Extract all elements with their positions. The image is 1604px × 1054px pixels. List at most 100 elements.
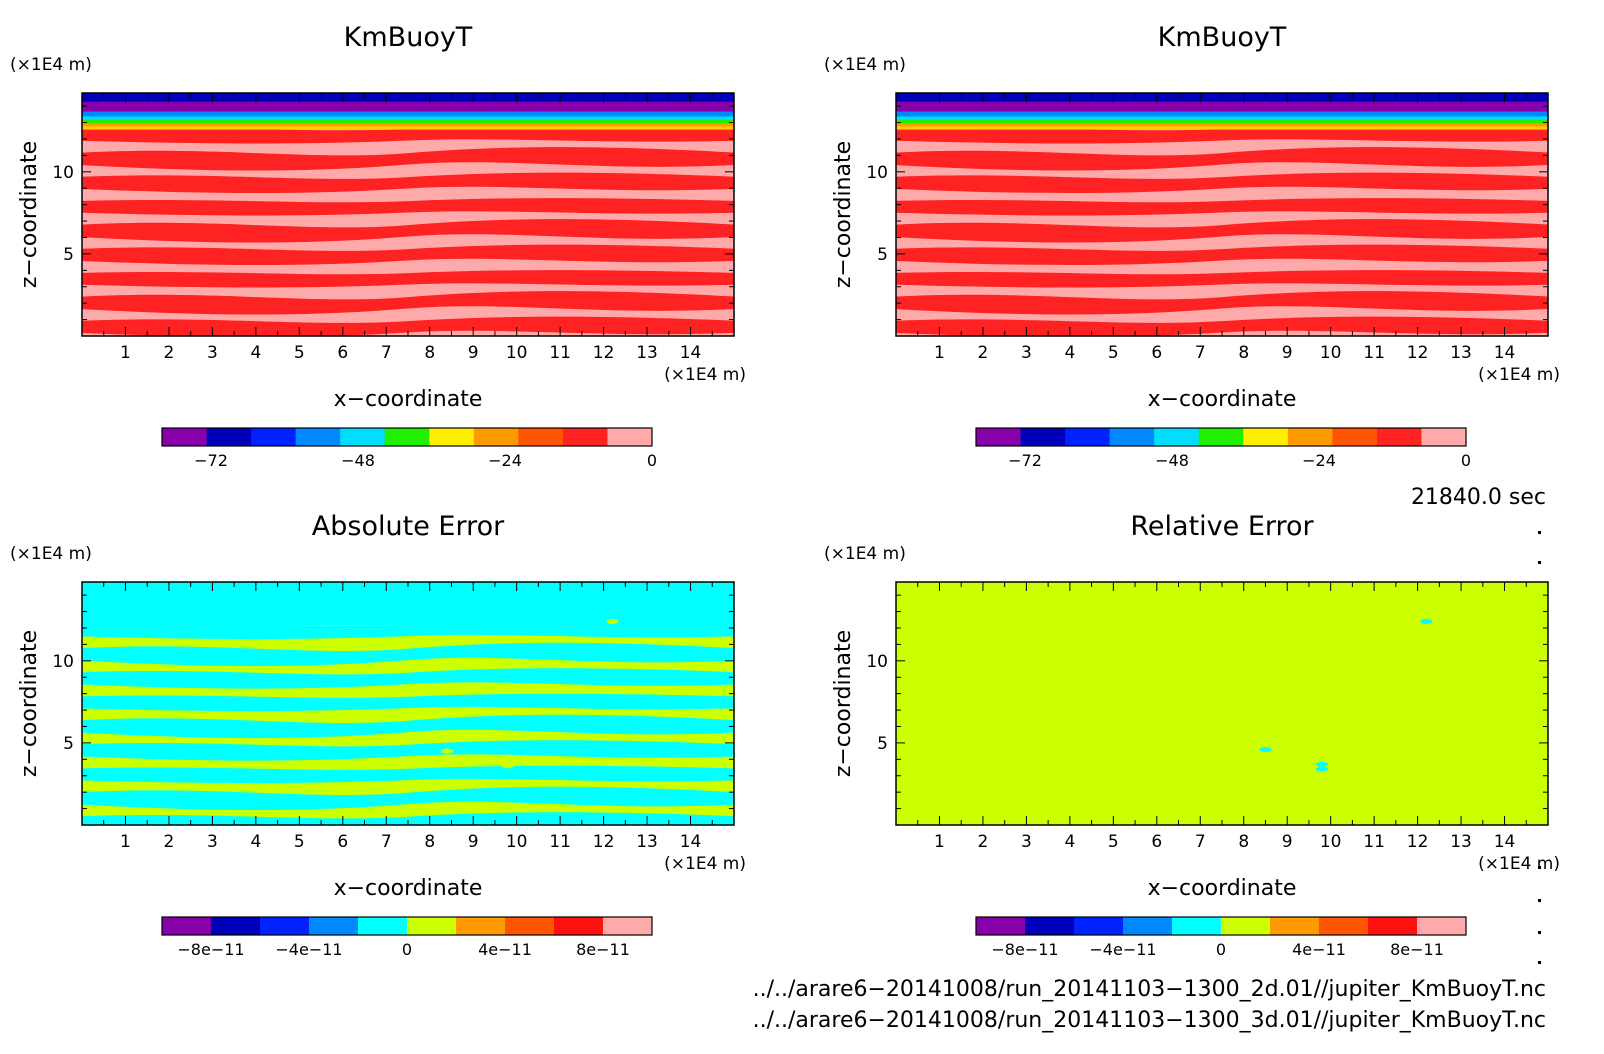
contour-band — [82, 111, 734, 117]
x-tick-label: 2 — [978, 343, 989, 363]
y-axis-label: z−coordinate — [17, 630, 42, 777]
contour-band — [896, 316, 1548, 336]
x-tick-label: 11 — [549, 343, 571, 363]
colorbar-swatch — [976, 428, 1022, 446]
contour-band — [896, 119, 1548, 124]
x-tick-label: 10 — [1320, 343, 1342, 363]
x-tick-label: 8 — [1238, 343, 1249, 363]
colorbar-swatch — [1109, 428, 1155, 446]
colorbar-swatch — [1332, 428, 1378, 446]
contour-band — [896, 126, 1548, 144]
colorbar-swatch — [976, 917, 1026, 935]
chart-title: Relative Error — [1130, 511, 1314, 542]
colorbar-swatch — [473, 428, 519, 446]
colorbar-swatch — [1123, 917, 1173, 935]
time-label: 21840.0 sec — [1411, 485, 1546, 510]
x-tick-label: 9 — [1282, 832, 1293, 852]
colorbar-frame — [161, 427, 653, 447]
colorbar-swatch — [1065, 428, 1111, 446]
y-axis-label: z−coordinate — [831, 141, 856, 288]
colorbar-frame — [161, 916, 653, 936]
colorbar-tick-label: 8e−11 — [576, 940, 630, 959]
x-tick-label: 8 — [1238, 832, 1249, 852]
x-tick-label: 10 — [506, 832, 528, 852]
contour-band — [896, 244, 1548, 266]
x-tick-label: 6 — [1151, 832, 1162, 852]
colorbar-swatch — [1020, 428, 1066, 446]
x-axis-label: x−coordinate — [1148, 876, 1297, 901]
x-tick-label: 12 — [593, 832, 615, 852]
contour-band — [82, 219, 734, 243]
contour-band — [82, 582, 734, 626]
x-unit-label: (×1E4 m) — [1478, 365, 1560, 385]
colorbar-swatch — [407, 917, 457, 935]
x-tick-label: 14 — [1494, 832, 1516, 852]
colorbar-swatch — [1243, 428, 1289, 446]
x-tick-label: 7 — [381, 343, 392, 363]
x-tick-label: 3 — [1021, 832, 1032, 852]
colorbar-swatch — [211, 917, 261, 935]
colorbar-swatch — [260, 917, 310, 935]
contour-spot — [1315, 766, 1328, 772]
x-tick-label: 8 — [424, 343, 435, 363]
x-axis-label: x−coordinate — [1148, 387, 1297, 412]
chart-title: KmBuoyT — [1158, 22, 1287, 53]
contour-band — [896, 270, 1548, 288]
x-tick-label: 9 — [1282, 343, 1293, 363]
contour-field — [896, 93, 1548, 336]
contour-band — [896, 291, 1548, 315]
colorbar-frame — [975, 916, 1467, 936]
colorbar-swatch — [1221, 917, 1271, 935]
colorbar-tick-label: 0 — [1461, 451, 1471, 470]
contour-band — [82, 621, 734, 640]
y-tick-label: 10 — [52, 652, 74, 672]
ellipsis-dot — [1538, 931, 1541, 934]
x-tick-label: 14 — [680, 343, 702, 363]
x-tick-label: 1 — [934, 343, 945, 363]
colorbar-swatch — [505, 917, 555, 935]
file-path-1: ../../arare6−20141008/run_20141103−1300_… — [753, 977, 1546, 1002]
colorbar-frame — [975, 427, 1467, 447]
x-tick-label: 3 — [207, 343, 218, 363]
colorbar-swatch — [309, 917, 359, 935]
colorbar-swatch — [603, 917, 653, 935]
colorbar-swatch — [1376, 428, 1422, 446]
file-path-2: ../../arare6−20141008/run_20141103−1300_… — [753, 1008, 1546, 1033]
colorbar-tick-label: −8e−11 — [177, 940, 244, 959]
colorbar-swatch — [162, 428, 208, 446]
colorbar-tick-label: 0 — [1216, 940, 1226, 959]
contour-band — [896, 111, 1548, 117]
x-tick-label: 3 — [1021, 343, 1032, 363]
colorbar-swatch — [358, 917, 408, 935]
x-tick-label: 7 — [381, 832, 392, 852]
colorbar-tick-label: −24 — [1302, 451, 1336, 470]
contour-band — [82, 316, 734, 336]
colorbar-swatch — [1172, 917, 1222, 935]
contour-field — [896, 582, 1548, 825]
x-tick-label: 8 — [424, 832, 435, 852]
x-tick-label: 12 — [1407, 832, 1429, 852]
contour-band — [896, 219, 1548, 243]
x-tick-label: 11 — [1363, 832, 1385, 852]
contour-spot — [1315, 761, 1328, 767]
x-tick-label: 13 — [1450, 832, 1472, 852]
x-tick-label: 4 — [1064, 832, 1075, 852]
y-unit-label: (×1E4 m) — [10, 55, 92, 75]
x-unit-label: (×1E4 m) — [1478, 854, 1560, 874]
colorbar-tick-label: −48 — [1155, 451, 1189, 470]
ellipsis-dots — [1538, 531, 1541, 964]
colorbar-swatch — [384, 428, 430, 446]
contour-band — [896, 125, 1548, 130]
colorbar-tick-label: 4e−11 — [1292, 940, 1346, 959]
contour-field — [82, 582, 734, 825]
colorbar-swatch — [456, 917, 506, 935]
x-tick-label: 1 — [120, 832, 131, 852]
contour-band — [82, 270, 734, 288]
contour-band — [896, 172, 1548, 194]
x-tick-label: 12 — [1407, 343, 1429, 363]
x-tick-label: 1 — [934, 832, 945, 852]
colorbar-swatch — [518, 428, 564, 446]
